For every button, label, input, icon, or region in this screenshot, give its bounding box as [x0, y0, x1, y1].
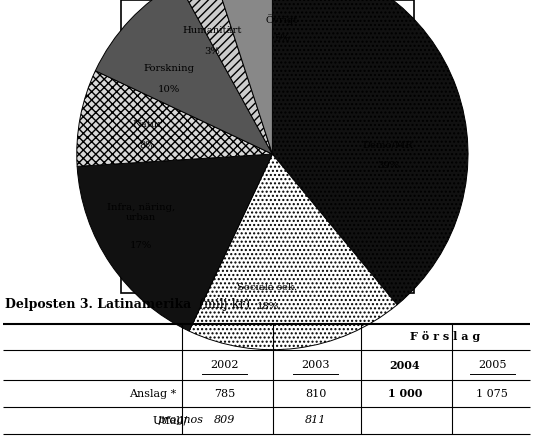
Text: F ö r s l a g: F ö r s l a g — [410, 331, 480, 343]
Text: Demo/MR: Demo/MR — [363, 141, 413, 150]
Wedge shape — [95, 0, 272, 154]
Text: 39%: 39% — [377, 161, 399, 170]
Text: 3%: 3% — [204, 47, 220, 56]
Text: Anslag *: Anslag * — [129, 389, 177, 399]
Wedge shape — [272, 0, 468, 305]
Text: Humanitärt: Humanitärt — [182, 26, 241, 35]
Text: 17%: 17% — [130, 240, 152, 250]
Text: (milj kr): (milj kr) — [195, 298, 250, 311]
Bar — [121, 0, 414, 293]
Wedge shape — [178, 0, 272, 154]
Text: 2005: 2005 — [478, 360, 507, 370]
Text: 8%: 8% — [139, 141, 155, 150]
Text: 10%: 10% — [158, 85, 180, 94]
Text: Sociala sek.: Sociala sek. — [238, 283, 297, 292]
Wedge shape — [77, 71, 272, 166]
Text: 2004: 2004 — [389, 360, 421, 371]
Text: 2002: 2002 — [210, 360, 239, 370]
Text: prognos: prognos — [157, 415, 203, 425]
Text: Natur: Natur — [132, 120, 162, 129]
Text: Forskning: Forskning — [144, 64, 195, 74]
Text: 5%: 5% — [274, 34, 289, 43]
Text: 1 075: 1 075 — [476, 389, 508, 399]
Text: Infra, näring,
urban: Infra, näring, urban — [107, 203, 175, 223]
Wedge shape — [77, 154, 272, 331]
Text: Övrigt: Övrigt — [265, 14, 297, 25]
Wedge shape — [212, 0, 272, 154]
Wedge shape — [189, 154, 397, 350]
Text: 810: 810 — [305, 389, 326, 399]
Text: Utfall/: Utfall/ — [152, 415, 188, 425]
Text: 18%: 18% — [256, 302, 279, 311]
Text: 1 000: 1 000 — [388, 388, 422, 399]
Text: Delposten 3. Latinamerika: Delposten 3. Latinamerika — [5, 298, 192, 311]
Text: 811: 811 — [305, 415, 326, 425]
Text: 809: 809 — [214, 415, 235, 425]
Text: 785: 785 — [214, 389, 235, 399]
Text: 2003: 2003 — [301, 360, 330, 370]
